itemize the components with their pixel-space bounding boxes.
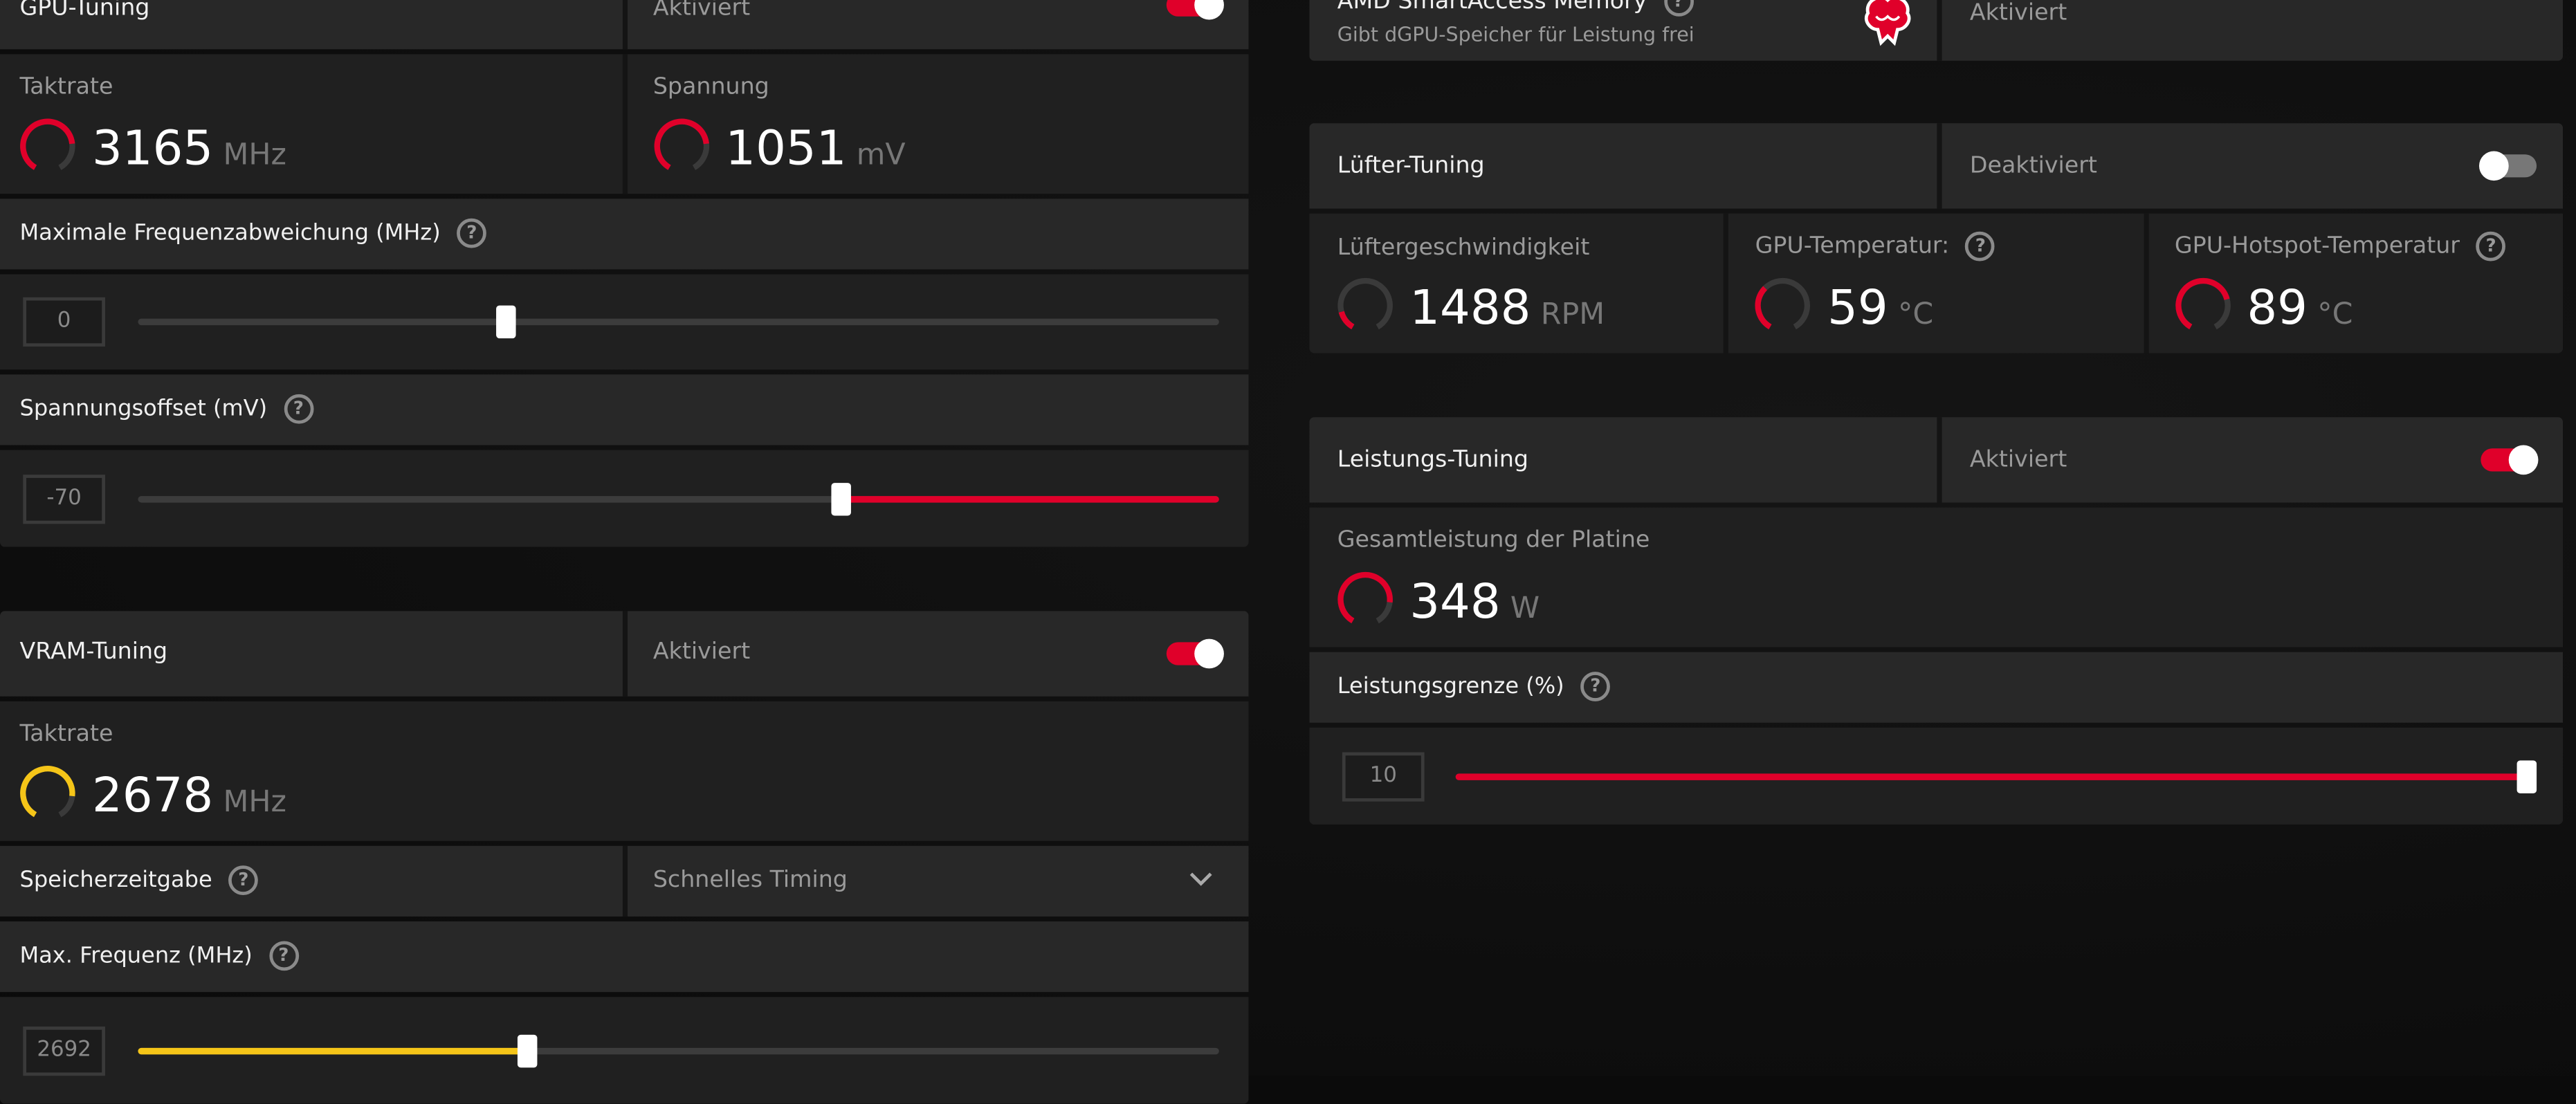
metric-unit: °C xyxy=(2317,297,2353,332)
metric-unit: W xyxy=(1510,591,1540,626)
gpu-tuning-toggle[interactable] xyxy=(1166,0,1224,19)
metric-unit: °C xyxy=(1897,297,1934,332)
freq-offset-label: Maximale Frequenzabweichung (MHz) xyxy=(19,220,441,247)
metric-label: Lüftergeschwindigkeit xyxy=(1337,234,1590,261)
fan-tuning-toggle[interactable] xyxy=(2478,151,2537,181)
slider-fill xyxy=(840,496,1219,503)
help-icon[interactable]: ? xyxy=(2476,231,2506,261)
fan-speed-metric: Lüftergeschwindigkeit 1488 RPM xyxy=(1309,214,1724,353)
metric-label: Gesamtleistung der Platine xyxy=(1337,527,1650,554)
slider-value-input[interactable]: -70 xyxy=(23,475,105,524)
metric-value: 59 xyxy=(1827,279,1888,335)
help-icon[interactable]: ? xyxy=(457,218,487,248)
sam-status: Aktiviert xyxy=(1969,0,2067,26)
power-tuning-toggle[interactable] xyxy=(2481,445,2539,475)
slider-track[interactable] xyxy=(138,1047,1219,1055)
dropdown-value: Schnelles Timing xyxy=(652,867,848,894)
power-limit-slider[interactable]: 10 xyxy=(1309,727,2564,825)
gauge-icon xyxy=(17,115,79,177)
slider-thumb[interactable] xyxy=(2516,760,2537,793)
brain-icon xyxy=(1864,0,1911,46)
metric-label: GPU-Hotspot-Temperatur xyxy=(2174,233,2460,260)
metric-value: 3165 xyxy=(91,120,214,176)
gpu-hotspot-metric: GPU-Hotspot-Temperatur? 89 °C xyxy=(2143,213,2563,353)
slider-value-input[interactable]: 10 xyxy=(1342,752,1425,802)
metric-value: 348 xyxy=(1409,573,1501,629)
freq-offset-slider[interactable]: 0 xyxy=(0,274,1249,370)
power-tuning-panel: Leistungs-Tuning Aktiviert Gesamtleistun… xyxy=(1309,417,2564,825)
gauge-icon xyxy=(1752,275,1814,337)
power-limit-label: Leistungsgrenze (%) xyxy=(1337,673,1564,700)
metric-value: 89 xyxy=(2247,279,2308,335)
metric-unit: MHz xyxy=(223,138,286,173)
volt-offset-label: Spannungsoffset (mV) xyxy=(19,396,268,423)
help-icon[interactable]: ? xyxy=(1965,231,1995,261)
gauge-icon xyxy=(17,762,79,825)
gauge-icon xyxy=(650,115,712,177)
metric-label: Spannung xyxy=(652,73,769,100)
metric-label: Taktrate xyxy=(19,73,113,100)
slider-thumb[interactable] xyxy=(495,305,515,339)
volt-offset-slider[interactable]: -70 xyxy=(0,450,1249,547)
fan-tuning-status: Deaktiviert xyxy=(1969,152,2097,179)
help-icon[interactable]: ? xyxy=(1663,0,1693,17)
memory-timing-label: Speicherzeitgabe xyxy=(19,867,212,894)
max-freq-slider[interactable]: 2692 xyxy=(0,997,1249,1104)
gpu-voltage-metric: Spannung 1051 mV xyxy=(621,54,1249,194)
gauge-icon xyxy=(1334,275,1396,337)
slider-fill xyxy=(1455,773,2527,780)
gpu-tuning-status: Aktiviert xyxy=(652,0,751,21)
slider-track[interactable] xyxy=(138,318,1219,326)
gpu-temperature-metric: GPU-Temperatur:? 59 °C xyxy=(1724,213,2144,353)
help-icon[interactable]: ? xyxy=(268,941,299,971)
power-tuning-title: Leistungs-Tuning xyxy=(1337,446,1529,473)
max-freq-label: Max. Frequenz (MHz) xyxy=(19,942,253,969)
sam-subtitle: Gibt dGPU-Speicher für Leistung frei xyxy=(1337,23,1695,46)
slider-fill xyxy=(138,1047,527,1055)
metric-value: 1488 xyxy=(1409,279,1531,335)
slider-track[interactable] xyxy=(138,496,1219,503)
metric-unit: MHz xyxy=(223,784,286,820)
fan-tuning-title: Lüfter-Tuning xyxy=(1337,152,1485,179)
vram-tuning-toggle[interactable] xyxy=(1166,638,1224,669)
slider-thumb[interactable] xyxy=(830,483,851,516)
fan-tuning-panel: Lüfter-Tuning Deaktiviert Lüftergeschwin… xyxy=(1309,123,2564,353)
vram-tuning-panel: VRAM-Tuning Aktiviert Taktrate 2678 MHz S… xyxy=(0,611,1249,1104)
gauge-fill xyxy=(1337,571,1393,627)
metric-label: Taktrate xyxy=(19,721,113,748)
slider-value-input[interactable]: 0 xyxy=(23,297,105,347)
metric-value: 1051 xyxy=(725,120,847,176)
power-tuning-status: Aktiviert xyxy=(1969,446,2067,473)
vram-clock-metric: Taktrate 2678 MHz xyxy=(0,701,1249,841)
metric-value: 2678 xyxy=(91,766,214,823)
sam-title: AMD SmartAccess Memory xyxy=(1337,0,1647,15)
gpu-tuning-header: GPU-Tuning Aktiviert xyxy=(0,0,1249,50)
help-icon[interactable]: ? xyxy=(228,865,259,896)
metric-unit: mV xyxy=(856,138,906,173)
gauge-icon xyxy=(2171,275,2234,337)
gauge-icon xyxy=(1334,569,1396,631)
metric-label: GPU-Temperatur: xyxy=(1755,233,1950,260)
chevron-down-icon xyxy=(1189,872,1212,886)
gpu-clock-metric: Taktrate 3165 MHz xyxy=(0,54,622,194)
smart-access-memory-panel: AMD SmartAccess Memory? Gibt dGPU-Speich… xyxy=(1309,0,2564,61)
help-icon[interactable]: ? xyxy=(1580,672,1611,701)
help-icon[interactable]: ? xyxy=(283,394,313,424)
memory-timing-dropdown[interactable]: Schnelles Timing xyxy=(621,845,1249,917)
metric-unit: RPM xyxy=(1540,297,1605,332)
gpu-tuning-title: GPU-Tuning xyxy=(19,0,150,21)
board-power-metric: Gesamtleistung der Platine 348 W xyxy=(1309,508,2563,647)
gauge-fill xyxy=(20,766,75,821)
gpu-tuning-panel: GPU-Tuning Aktiviert Taktrate 3165 MHz Sp… xyxy=(0,0,1249,547)
slider-value-input[interactable]: 2692 xyxy=(23,1026,105,1076)
vram-tuning-title: VRAM-Tuning xyxy=(19,638,168,665)
vram-tuning-status: Aktiviert xyxy=(652,638,751,665)
slider-thumb[interactable] xyxy=(517,1034,538,1068)
